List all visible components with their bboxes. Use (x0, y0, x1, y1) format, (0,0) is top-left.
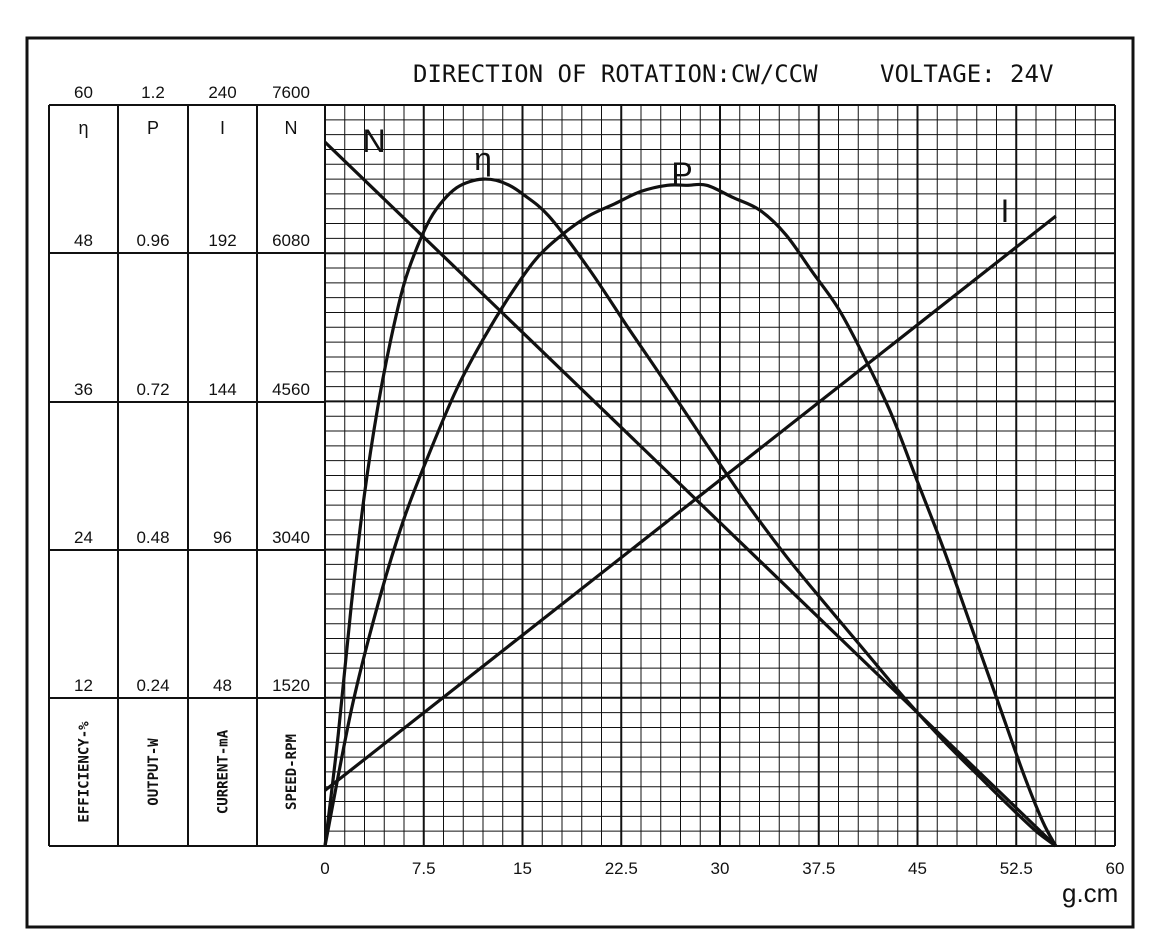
x-tick-label: 60 (1106, 859, 1125, 878)
axis-tick-label: 3040 (272, 528, 310, 547)
x-tick-label: 52.5 (1000, 859, 1033, 878)
series-label-N: N (362, 123, 385, 159)
axis-tick-label: 24 (74, 528, 93, 547)
x-tick-label: 15 (513, 859, 532, 878)
series-line-eta (323, 177, 1057, 848)
axis-symbol: η (78, 118, 88, 138)
axis-symbol: I (220, 118, 225, 138)
series-label-P: P (671, 156, 692, 192)
x-tick-label: 30 (711, 859, 730, 878)
axis-tick-label: 96 (213, 528, 232, 547)
series-line-P (323, 182, 1058, 847)
x-tick-labels: 0 7.5 15 22.5 30 37.5 45 52.5 60 (320, 859, 1124, 878)
x-tick-label: 37.5 (802, 859, 835, 878)
axis-tick-label: 1520 (272, 676, 310, 695)
axis-top-value: 60 (74, 83, 93, 102)
axis-symbol: N (285, 118, 298, 138)
axis-tick-label: 0.24 (136, 676, 169, 695)
chart-grid (324, 104, 1116, 847)
series-label-I: I (1001, 193, 1010, 229)
voltage-text: VOLTAGE: 24V (880, 60, 1053, 88)
x-tick-label: 45 (908, 859, 927, 878)
axis-tick-label: 48 (213, 676, 232, 695)
x-tick-label: 22.5 (605, 859, 638, 878)
axis-tick-label: 0.48 (136, 528, 169, 547)
series-line-I (324, 214, 1057, 792)
axis-unit-label: EFFICIENCY-% (77, 721, 93, 823)
axis-unit-label: OUTPUT-W (146, 738, 162, 806)
axis-top-value: 7600 (272, 83, 310, 102)
axis-tick-label: 36 (74, 380, 93, 399)
axis-top-value: 1.2 (141, 83, 165, 102)
series-label-eta: η (474, 141, 492, 177)
axis-table: 60 η 48 36 24 12 EFFICIENCY-% 1.2 P 0.96 0.72 0.48 0… (48, 83, 326, 847)
axis-symbol: P (147, 118, 159, 138)
x-tick-label: 7.5 (412, 859, 436, 878)
axis-tick-label: 6080 (272, 231, 310, 250)
x-tick-label: 0 (320, 859, 329, 878)
axis-unit-label: SPEED-RPM (284, 734, 300, 810)
axis-tick-label: 192 (208, 231, 236, 250)
x-axis-label: g.cm (1062, 878, 1118, 908)
axis-tick-label: 144 (208, 380, 236, 399)
axis-unit-label: CURRENT-mA (216, 729, 232, 814)
curves-layer: N Iη P (323, 123, 1058, 848)
axis-tick-label: 0.96 (136, 231, 169, 250)
axis-top-value: 240 (208, 83, 236, 102)
chart-frame (25, 36, 1135, 929)
axis-tick-label: 0.72 (136, 380, 169, 399)
series-line-N (323, 140, 1057, 848)
axis-tick-label: 12 (74, 676, 93, 695)
rotation-text: DIRECTION OF ROTATION:CW/CCW (413, 60, 818, 88)
axis-tick-label: 48 (74, 231, 93, 250)
axis-tick-label: 4560 (272, 380, 310, 399)
